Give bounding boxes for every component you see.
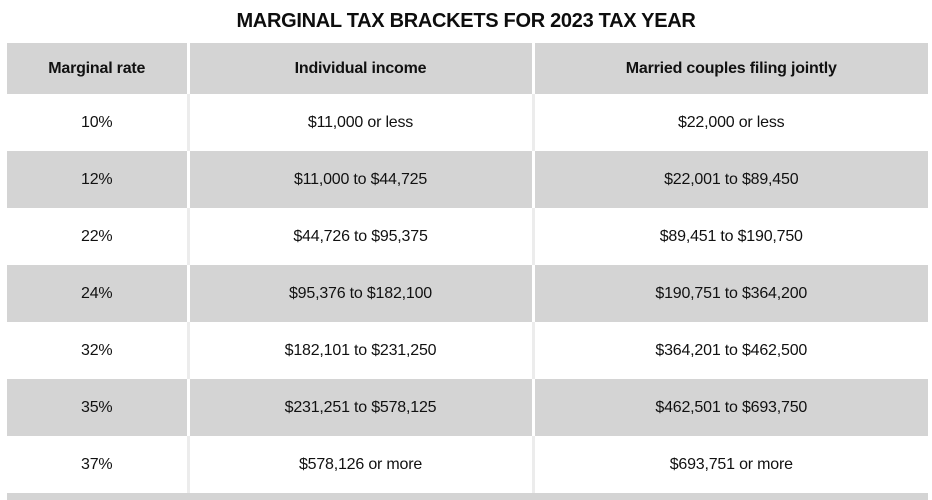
cell-marginal-rate: 37%	[7, 436, 188, 493]
cell-individual-income: $231,251 to $578,125	[186, 379, 533, 436]
cell-individual-income: $11,000 to $44,725	[186, 151, 533, 208]
cell-marginal-rate: 24%	[7, 265, 188, 322]
cell-individual-income: $44,726 to $95,375	[186, 208, 533, 265]
partial-next-row-strip	[7, 493, 928, 500]
cell-individual-income: $182,101 to $231,250	[186, 322, 533, 379]
table-row: 24% $95,376 to $182,100 $190,751 to $364,2…	[7, 265, 928, 322]
cell-individual-income: $95,376 to $182,100	[186, 265, 533, 322]
table-row: 10% $11,000 or less $22,000 or less	[7, 94, 928, 151]
cell-married-couples-filing-jointly: $89,451 to $190,750	[531, 208, 928, 265]
tax-brackets-table: Marginal rate Individual income Married …	[7, 43, 928, 493]
table-row: 35% $231,251 to $578,125 $462,501 to $693,…	[7, 379, 928, 436]
cell-marginal-rate: 22%	[7, 208, 188, 265]
header-row: Marginal rate Individual income Married …	[7, 43, 928, 94]
table-row: 37% $578,126 or more $693,751 or more	[7, 436, 928, 493]
cell-marginal-rate: 32%	[7, 322, 188, 379]
column-header-marginal-rate: Marginal rate	[7, 43, 188, 94]
column-header-individual-income: Individual income	[186, 43, 533, 94]
cell-individual-income: $578,126 or more	[186, 436, 533, 493]
cell-married-couples-filing-jointly: $22,001 to $89,450	[531, 151, 928, 208]
cell-marginal-rate: 12%	[7, 151, 188, 208]
cell-married-couples-filing-jointly: $190,751 to $364,200	[531, 265, 928, 322]
table-row: 22% $44,726 to $95,375 $89,451 to $190,750	[7, 208, 928, 265]
table-body: 10% $11,000 or less $22,000 or less 12% $11,…	[7, 94, 928, 493]
cell-marginal-rate: 10%	[7, 94, 188, 151]
cell-marginal-rate: 35%	[7, 379, 188, 436]
cell-individual-income: $11,000 or less	[186, 94, 533, 151]
column-header-married-couples-filing-jointly: Married couples filing jointly	[531, 43, 928, 94]
table-row: 12% $11,000 to $44,725 $22,001 to $89,450	[7, 151, 928, 208]
cell-married-couples-filing-jointly: $364,201 to $462,500	[531, 322, 928, 379]
cell-married-couples-filing-jointly: $22,000 or less	[531, 94, 928, 151]
cell-married-couples-filing-jointly: $462,501 to $693,750	[531, 379, 928, 436]
page-title: MARGINAL TAX BRACKETS FOR 2023 TAX YEAR	[236, 10, 696, 32]
cell-married-couples-filing-jointly: $693,751 or more	[531, 436, 928, 493]
table-row: 32% $182,101 to $231,250 $364,201 to $462,…	[7, 322, 928, 379]
